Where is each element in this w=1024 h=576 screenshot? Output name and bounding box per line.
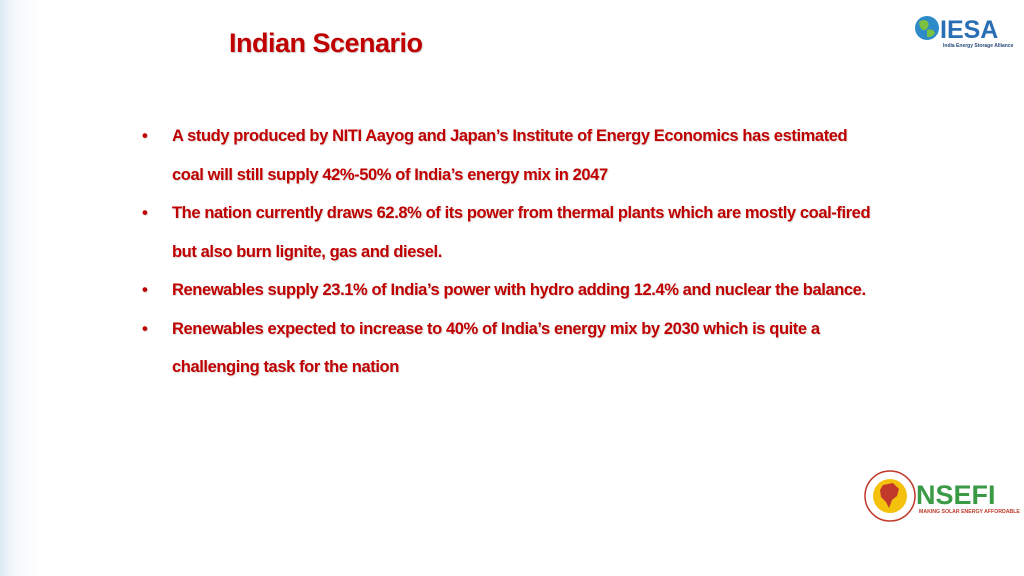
emblem-map — [880, 483, 899, 508]
bullet: The nation currently draws 62.8% of its … — [140, 194, 880, 271]
logo-name: NSEFI — [916, 480, 996, 510]
logo-name: IESA — [940, 16, 998, 44]
iesa-logo: IESA India Energy Storage Alliance — [915, 16, 1014, 49]
slide-title: Indian Scenario — [229, 28, 423, 58]
globe-land — [919, 20, 929, 31]
globe-land — [927, 29, 935, 38]
bullet: Renewables expected to increase to 40% o… — [140, 310, 880, 387]
logo-tagline: India Energy Storage Alliance — [943, 43, 1014, 49]
bullet-list: A study produced by NITI Aayog and Japan… — [140, 117, 880, 387]
bullet: A study produced by NITI Aayog and Japan… — [140, 117, 880, 194]
bullet: Renewables supply 23.1% of India’s power… — [140, 271, 880, 310]
nsefi-logo: NSEFI MAKING SOLAR ENERGY AFFORDABLE — [864, 470, 1020, 522]
logo-tagline: MAKING SOLAR ENERGY AFFORDABLE — [919, 509, 1020, 515]
